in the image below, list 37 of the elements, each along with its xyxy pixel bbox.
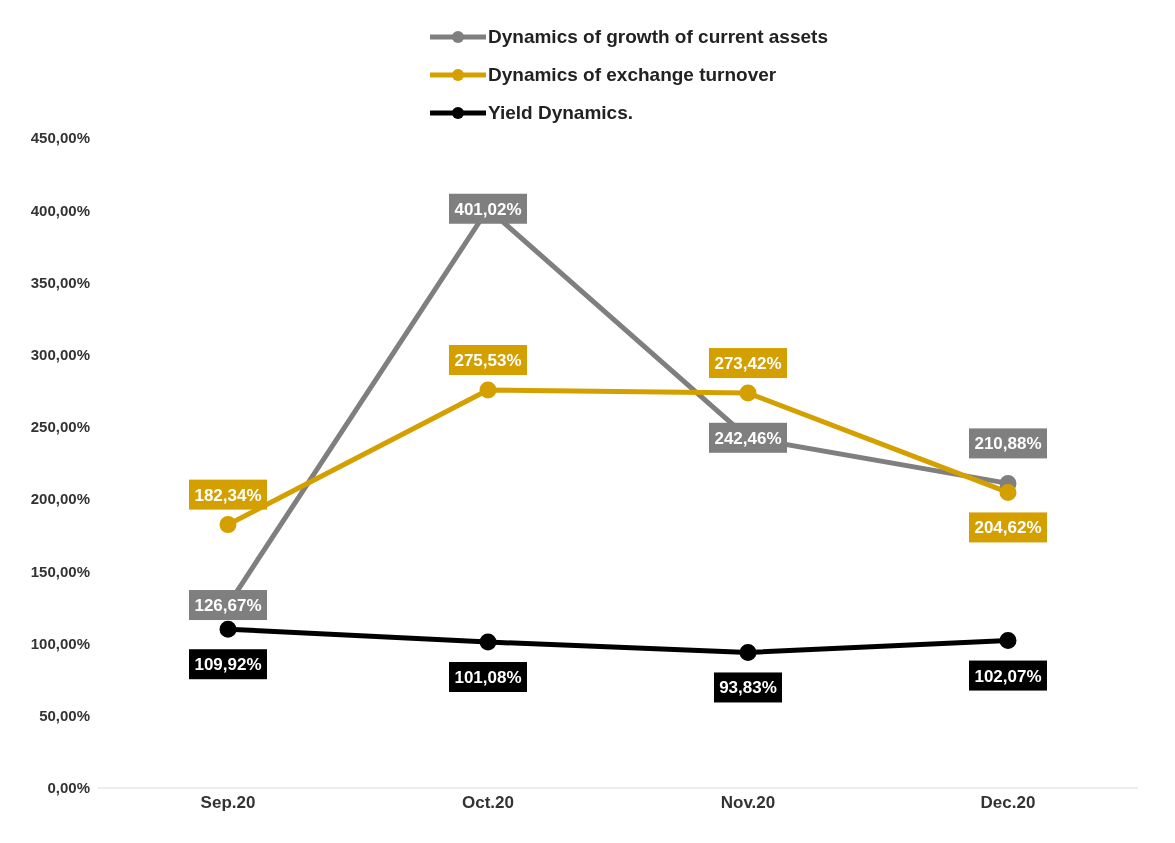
y-tick-label: 0,00% — [47, 779, 90, 797]
y-tick-label: 50,00% — [39, 707, 90, 725]
y-tick-label: 400,00% — [30, 201, 90, 219]
point — [479, 381, 497, 399]
x-tick-label: Nov.20 — [720, 793, 776, 813]
y-tick-label: 250,00% — [30, 418, 90, 436]
point — [999, 483, 1017, 501]
data-label: 102,07% — [974, 666, 1042, 686]
data-label: 126,67% — [194, 596, 262, 616]
data-label: 101,08% — [454, 668, 522, 687]
legend-label: Dynamics of growth of current assets — [488, 26, 828, 48]
y-tick-label: 350,00% — [30, 273, 90, 291]
point — [219, 620, 237, 638]
data-label: 273,42% — [714, 354, 782, 374]
data-label: 93,83% — [719, 678, 777, 698]
y-tick-label: 450,00% — [30, 129, 90, 147]
data-label: 242,46% — [714, 428, 782, 448]
point — [739, 643, 757, 661]
y-tick-label: 300,00% — [30, 345, 90, 363]
x-tick-label: Oct.20 — [462, 793, 514, 813]
y-tick-label: 100,00% — [30, 634, 90, 652]
data-label: 182,34% — [194, 485, 262, 505]
y-tick-label: 150,00% — [30, 562, 90, 580]
point — [479, 633, 497, 651]
x-tick-label: Dec.20 — [980, 793, 1036, 813]
data-label: 109,92% — [194, 655, 262, 675]
data-label: 275,53% — [454, 351, 522, 371]
data-label: 204,62% — [974, 518, 1042, 538]
point — [739, 384, 757, 402]
legend-label: Yield Dynamics. — [488, 102, 634, 124]
x-tick-label: Sep.20 — [200, 793, 256, 813]
y-tick-label: 200,00% — [30, 490, 90, 508]
point — [219, 516, 237, 534]
point — [999, 632, 1017, 650]
legend-label: Dynamics of exchange turnover — [488, 64, 777, 86]
data-label: 401,02% — [454, 199, 522, 219]
data-label: 210,88% — [974, 434, 1042, 454]
